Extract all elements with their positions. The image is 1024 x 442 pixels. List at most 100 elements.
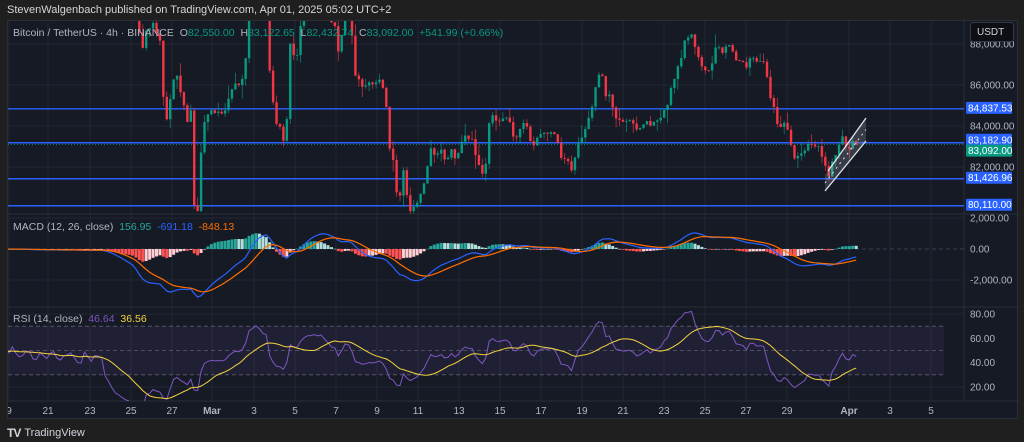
macd-histogram-bar (223, 240, 227, 249)
candle-body (786, 122, 789, 130)
macd-histogram-bar (130, 249, 134, 256)
macd-histogram-bar (103, 249, 107, 250)
price-axis-label: 88,000.00 (970, 40, 1015, 51)
candle-body (522, 123, 525, 129)
chart-container[interactable]: 84,837.53 83,182.90 83,092.00 81,426.96 80,1… (7, 20, 1019, 420)
candle-body (512, 122, 515, 137)
macd-histogram-bar (494, 244, 498, 249)
candle-body (395, 159, 398, 193)
candle-body (244, 58, 247, 79)
chart-canvas[interactable]: 84,837.5383,182.9083,092.0081,426.9680,1… (8, 21, 1019, 420)
macd-histogram-bar (419, 249, 423, 254)
axes: 9 21 23 25 27 Mar 3 5 7 9 11 13 15 17 19 21 23 25 27 29 Apr 3… (8, 40, 1015, 418)
candle-body (470, 138, 474, 140)
price-axis-label: 82,000.00 (970, 163, 1015, 174)
macd-histogram-bar (731, 249, 735, 250)
currency-button[interactable]: USDT (970, 22, 1014, 42)
macd-histogram-bar (384, 249, 388, 254)
macd-histogram-bar (405, 249, 409, 258)
candle-body (806, 144, 810, 151)
candle-body (237, 83, 241, 86)
macd-histogram-bar (96, 249, 100, 250)
time-axis-label: 15 (494, 406, 506, 417)
macd-histogram-bar (288, 249, 292, 253)
time-axis-label: 23 (658, 406, 670, 417)
macd-histogram-bar (477, 246, 481, 249)
macd-histogram-bar (436, 243, 440, 249)
macd-histogram-bar (110, 249, 114, 252)
price-level-label: 83,092.00 (968, 146, 1013, 157)
macd-histogram-bar (645, 249, 649, 251)
candle-body (649, 121, 652, 126)
candle-body (433, 148, 436, 155)
macd-histogram-bar (789, 249, 793, 256)
rsi-legend[interactable]: RSI (14, close) 46.64 36.56 (13, 313, 147, 325)
macd-histogram-bar (182, 249, 186, 251)
time-axis-label: Mar (203, 406, 221, 417)
macd-histogram-bar (261, 235, 265, 249)
macd-histogram-bar (65, 249, 69, 250)
price-axis-label: 84,000.00 (970, 122, 1015, 133)
macd-histogram-bar (357, 249, 361, 256)
macd-histogram-bar (587, 247, 591, 249)
rsi-line (8, 310, 857, 401)
candle-body (450, 149, 453, 158)
candle-body (474, 139, 477, 156)
candle-body (446, 157, 450, 160)
macd-axis-label: -2,000.00 (970, 276, 1013, 287)
candle-body (515, 136, 518, 138)
candle-body (234, 83, 237, 90)
macd-histogram-bar (175, 249, 179, 253)
symbol-legend: Bitcoin / TetherUS · 4h · BINANCE O82,55… (13, 27, 503, 39)
candle-body (488, 123, 491, 164)
macd-histogram-bar (264, 237, 268, 249)
macd-legend[interactable]: MACD (12, 26, close) 156.95 -691.18 -848… (13, 221, 234, 233)
rsi-axis-label: 20.00 (970, 383, 995, 394)
macd-histogram-bar (816, 249, 820, 251)
macd-histogram-bar (515, 247, 519, 249)
macd-histogram-bar (199, 249, 203, 253)
candle-body (542, 132, 546, 134)
price-level-label: 83,182.90 (968, 135, 1013, 146)
candle-body (453, 149, 457, 159)
rising-channel-drawing[interactable] (824, 117, 867, 192)
macd-histogram-bar (305, 242, 309, 249)
candle-body (422, 183, 426, 194)
candle-body (855, 140, 858, 145)
open-label: O (179, 27, 188, 39)
macd-title: MACD (12, 26, close) (13, 221, 114, 233)
macd-histogram-bar (792, 249, 796, 257)
macd-histogram-bar (624, 249, 628, 251)
candle-body (213, 110, 216, 113)
candle-body (566, 158, 570, 162)
macd-histogram-bar (141, 249, 145, 262)
macd-histogram-bar (127, 249, 131, 255)
candle-body (460, 141, 463, 154)
price-level-label: 84,837.53 (968, 103, 1013, 114)
candle-body (625, 121, 628, 122)
rsi-axis-label: 40.00 (970, 358, 995, 369)
macd-histogram-bar (724, 249, 728, 250)
macd-histogram-bar (847, 246, 851, 249)
macd-histogram-bar (666, 248, 670, 250)
macd-histogram-bar (151, 249, 155, 258)
macd-histogram-bar (618, 248, 622, 250)
candle-body (772, 98, 776, 107)
high-label: H (240, 27, 249, 39)
macd-histogram-bar (456, 243, 460, 249)
macd-histogram-bar (336, 249, 340, 252)
macd-histogram-bar (679, 244, 683, 249)
tradingview-logo[interactable]: TV TradingView (7, 426, 85, 440)
candle-body (752, 58, 755, 59)
candle-body (539, 133, 542, 138)
macd-histogram-bar (309, 241, 313, 249)
candle-body (443, 149, 446, 160)
candle-body (748, 58, 752, 68)
macd-histogram-bar (422, 249, 426, 252)
macd-histogram-bar (539, 249, 543, 250)
macd-histogram-bar (669, 247, 673, 249)
time-axis-label: 7 (333, 406, 339, 417)
macd-histogram-bar (79, 249, 83, 250)
macd-histogram-bar (597, 242, 601, 249)
macd-pane (8, 232, 858, 298)
